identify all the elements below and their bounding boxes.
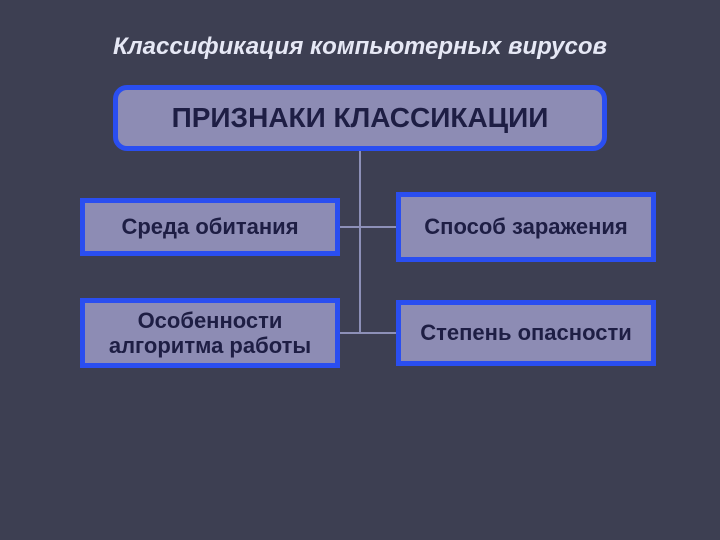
root-node: ПРИЗНАКИ КЛАССИКАЦИИ [113, 85, 607, 151]
child-node-infection: Способ заражения [396, 192, 656, 262]
background [0, 0, 720, 540]
child-node-algorithm: Особенности алгоритма работы [80, 298, 340, 368]
page-title: Классификация компьютерных вирусов [0, 33, 720, 61]
child-node-danger-label: Степень опасности [420, 320, 632, 345]
child-node-habitat-label: Среда обитания [121, 214, 298, 239]
root-node-label: ПРИЗНАКИ КЛАССИКАЦИИ [172, 102, 549, 134]
child-node-infection-label: Способ заражения [424, 214, 627, 239]
child-node-danger: Степень опасности [396, 300, 656, 366]
child-node-habitat: Среда обитания [80, 198, 340, 256]
page-title-text: Классификация компьютерных вирусов [113, 33, 607, 60]
child-node-algorithm-label: Особенности алгоритма работы [93, 308, 327, 359]
